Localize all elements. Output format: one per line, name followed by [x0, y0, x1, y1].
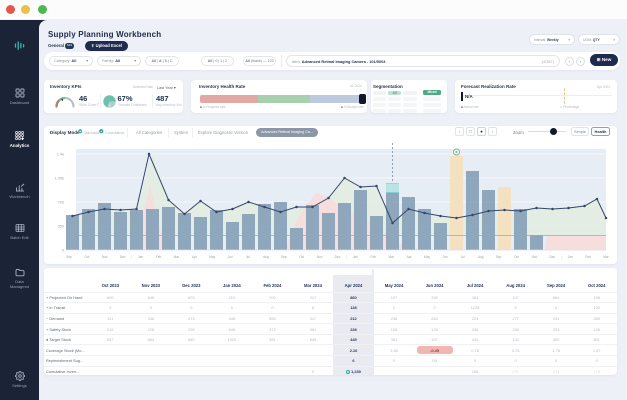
svg-text:Jun: Jun [442, 255, 447, 259]
svg-text:|: | [561, 255, 562, 259]
svg-text:Oct: Oct [299, 255, 304, 259]
svg-text:Aug: Aug [478, 255, 484, 259]
svg-text:Sep: Sep [496, 255, 502, 259]
svg-text:Feb: Feb [371, 255, 377, 259]
svg-text:Nov: Nov [317, 255, 323, 259]
svg-text:Mar: Mar [174, 255, 180, 259]
svg-text:Apr: Apr [192, 255, 198, 259]
svg-text:0: 0 [62, 248, 64, 252]
svg-text:Oct: Oct [84, 255, 89, 259]
svg-text:350: 350 [58, 224, 64, 228]
svg-text:Sep: Sep [281, 255, 287, 259]
svg-text:Aug: Aug [263, 255, 269, 259]
svg-text:Nov: Nov [102, 255, 108, 259]
svg-text:|: | [131, 255, 132, 259]
svg-text:Jul: Jul [246, 255, 250, 259]
svg-text:|: | [346, 255, 347, 259]
svg-text:Dec: Dec [549, 255, 555, 259]
svg-text:Dec: Dec [335, 255, 341, 259]
svg-text:1.4k: 1.4k [57, 152, 64, 156]
svg-text:Jun: Jun [228, 255, 233, 259]
svg-text:Oct: Oct [514, 255, 519, 259]
svg-text:Sep: Sep [66, 255, 72, 259]
svg-text:Feb: Feb [156, 255, 162, 259]
svg-text:1.05k: 1.05k [55, 176, 64, 180]
svg-text:Mar: Mar [603, 255, 609, 259]
svg-text:May: May [424, 255, 430, 259]
svg-text:700: 700 [58, 200, 64, 204]
svg-text:Jan: Jan [568, 255, 573, 259]
svg-text:Feb: Feb [585, 255, 591, 259]
svg-text:Apr: Apr [407, 255, 413, 259]
svg-text:Jan: Jan [138, 255, 143, 259]
svg-text:Jul: Jul [461, 255, 465, 259]
svg-text:Jan: Jan [353, 255, 358, 259]
svg-text:Nov: Nov [532, 255, 538, 259]
svg-text:May: May [209, 255, 215, 259]
svg-text:Dec: Dec [120, 255, 126, 259]
svg-text:Mar: Mar [388, 255, 394, 259]
